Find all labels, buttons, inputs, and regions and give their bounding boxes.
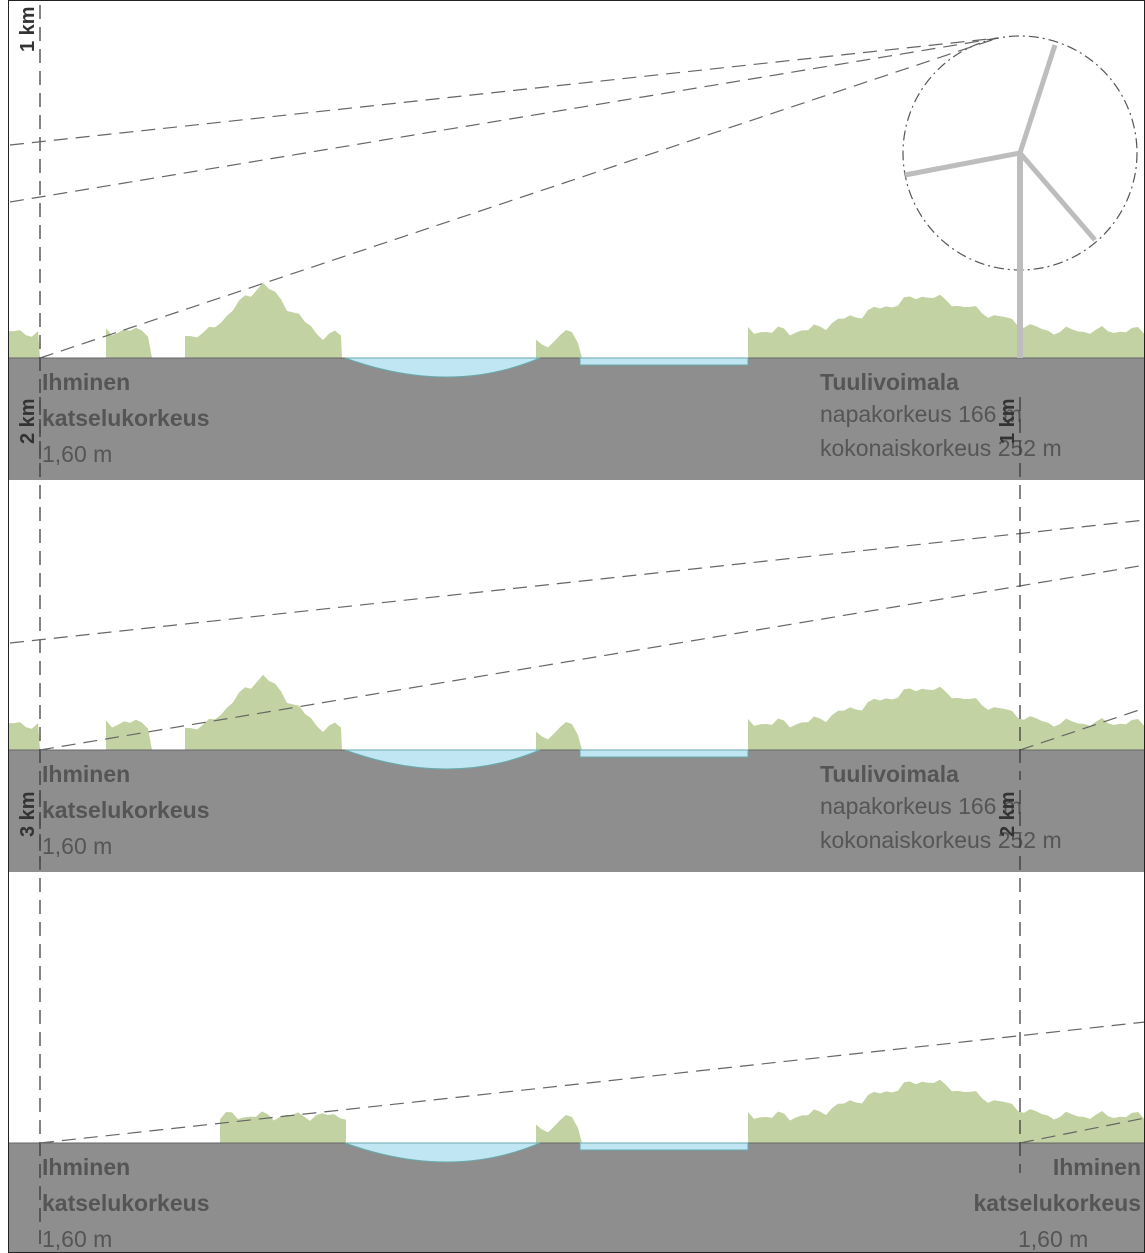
tree-cluster <box>748 294 1145 358</box>
tree-cluster <box>536 722 582 750</box>
turbine-title: Tuulivoimala <box>820 369 959 395</box>
panel: 3 km 2 km Ihminen katselukorkeus 1,60 m Ihmin… <box>8 790 1145 1253</box>
tree-cluster <box>748 1079 1145 1143</box>
tree-cluster <box>106 327 152 358</box>
sight-line <box>39 564 1145 751</box>
ground <box>8 1143 1145 1253</box>
lake <box>344 357 541 378</box>
tree-cluster <box>8 330 40 358</box>
distance-label: 3 km <box>17 791 39 837</box>
tree-cluster <box>185 282 342 358</box>
distance-label: 2 km <box>997 791 1019 837</box>
observer-height: 1,60 m <box>1018 1226 1088 1252</box>
observer-title: Ihminen <box>42 761 130 787</box>
observer-height: 1,60 m <box>42 441 112 467</box>
tree-cluster <box>8 722 40 750</box>
turbine-total: kokonaiskorkeus 252 m <box>820 435 1062 461</box>
tree-cluster <box>536 330 582 358</box>
panel: 2 km 1 km Ihminen katselukorkeus 1,60 m Tuuli… <box>8 397 1145 872</box>
turbine-title: Tuulivoimala <box>820 761 959 787</box>
tree-cluster <box>748 686 1145 750</box>
distance-label: 1 km <box>17 6 39 52</box>
ground <box>8 358 1145 480</box>
observer-height: 1,60 m <box>42 1226 112 1252</box>
turbine-total: kokonaiskorkeus 252 m <box>820 827 1062 853</box>
lake <box>344 1142 541 1163</box>
river <box>579 357 749 366</box>
observer-subtitle: katselukorkeus <box>42 405 209 431</box>
distance-label: 2 km <box>17 398 39 444</box>
observer-subtitle: katselukorkeus <box>42 1190 209 1216</box>
tree-cluster <box>536 1115 582 1143</box>
turbine-hub: napakorkeus 166 m <box>820 793 1022 819</box>
observer-subtitle: katselukorkeus <box>42 797 209 823</box>
lake <box>344 749 541 770</box>
blade <box>1017 44 1058 154</box>
river <box>579 749 749 758</box>
distance-label: 1 km <box>997 398 1019 444</box>
panel: 1 km Ihminen katselukorkeus 1,60 m Tuulivoim… <box>8 5 1145 480</box>
turbine-hub: napakorkeus 166 m <box>820 401 1022 427</box>
sight-line <box>39 1021 1145 1144</box>
observer-title: Ihminen <box>1053 1154 1141 1180</box>
ground <box>8 750 1145 872</box>
sight-line <box>9 519 1145 644</box>
sight-line <box>39 37 999 359</box>
observer-height: 1,60 m <box>42 833 112 859</box>
tree-cluster <box>220 1111 346 1143</box>
observer-title: Ihminen <box>42 369 130 395</box>
observer-subtitle: katselukorkeus <box>974 1190 1141 1216</box>
sight-line <box>9 37 999 203</box>
sight-line <box>9 37 999 146</box>
observer-title: Ihminen <box>42 1154 130 1180</box>
blade <box>1018 151 1097 242</box>
river <box>579 1142 749 1151</box>
blade <box>904 150 1021 178</box>
